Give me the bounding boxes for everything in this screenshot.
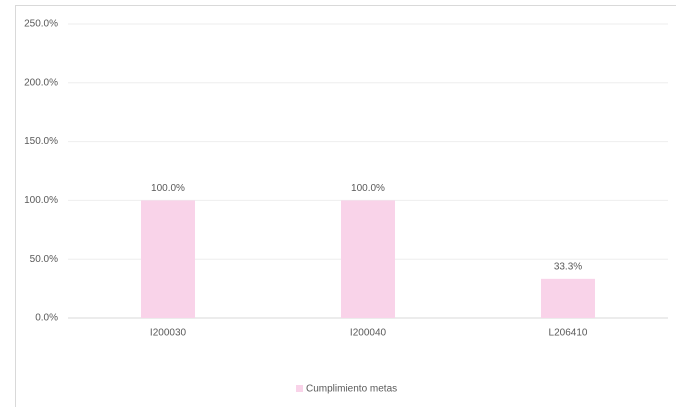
x-tick-label: I200040 [350,328,387,339]
y-tick-label: 200.0% [24,77,58,88]
y-tick-label: 100.0% [24,195,58,206]
x-tick-label: I200030 [150,328,187,339]
x-tick-label: L206410 [549,328,588,339]
legend-swatch [296,385,303,392]
y-tick-label: 150.0% [24,136,58,147]
bar [541,278,595,318]
y-tick-label: 250.0% [24,19,58,30]
bar [341,200,395,318]
data-label: 33.3% [554,261,582,272]
data-label: 100.0% [151,183,185,194]
y-tick-label: 50.0% [30,254,58,265]
y-tick-label: 0.0% [35,313,58,324]
legend-label: Cumplimiento metas [306,384,397,395]
bar [141,200,195,318]
data-label: 100.0% [351,183,385,194]
